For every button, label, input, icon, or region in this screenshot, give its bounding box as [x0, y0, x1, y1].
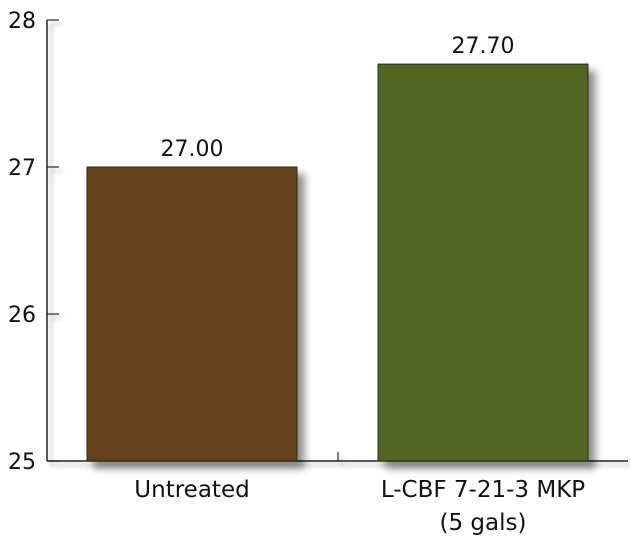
y-tick-label: 28 [8, 9, 36, 34]
category-label: (5 gals) [440, 510, 527, 536]
bar-untreated [86, 166, 298, 462]
bars [86, 63, 589, 462]
data-label: 27.70 [452, 34, 515, 59]
category-label: L-CBF 7-21-3 MKP [381, 477, 585, 503]
labels: 25 26 27 28 27.00 Untreated 27.70 L-CBF 7-21-3 … [8, 9, 585, 536]
y-tick-label: 26 [8, 303, 36, 328]
category-label: Untreated [134, 477, 249, 503]
bar-treated [377, 63, 589, 462]
y-tick-label: 25 [8, 450, 36, 475]
data-label: 27.00 [161, 137, 224, 162]
y-tick-label: 27 [8, 156, 36, 181]
